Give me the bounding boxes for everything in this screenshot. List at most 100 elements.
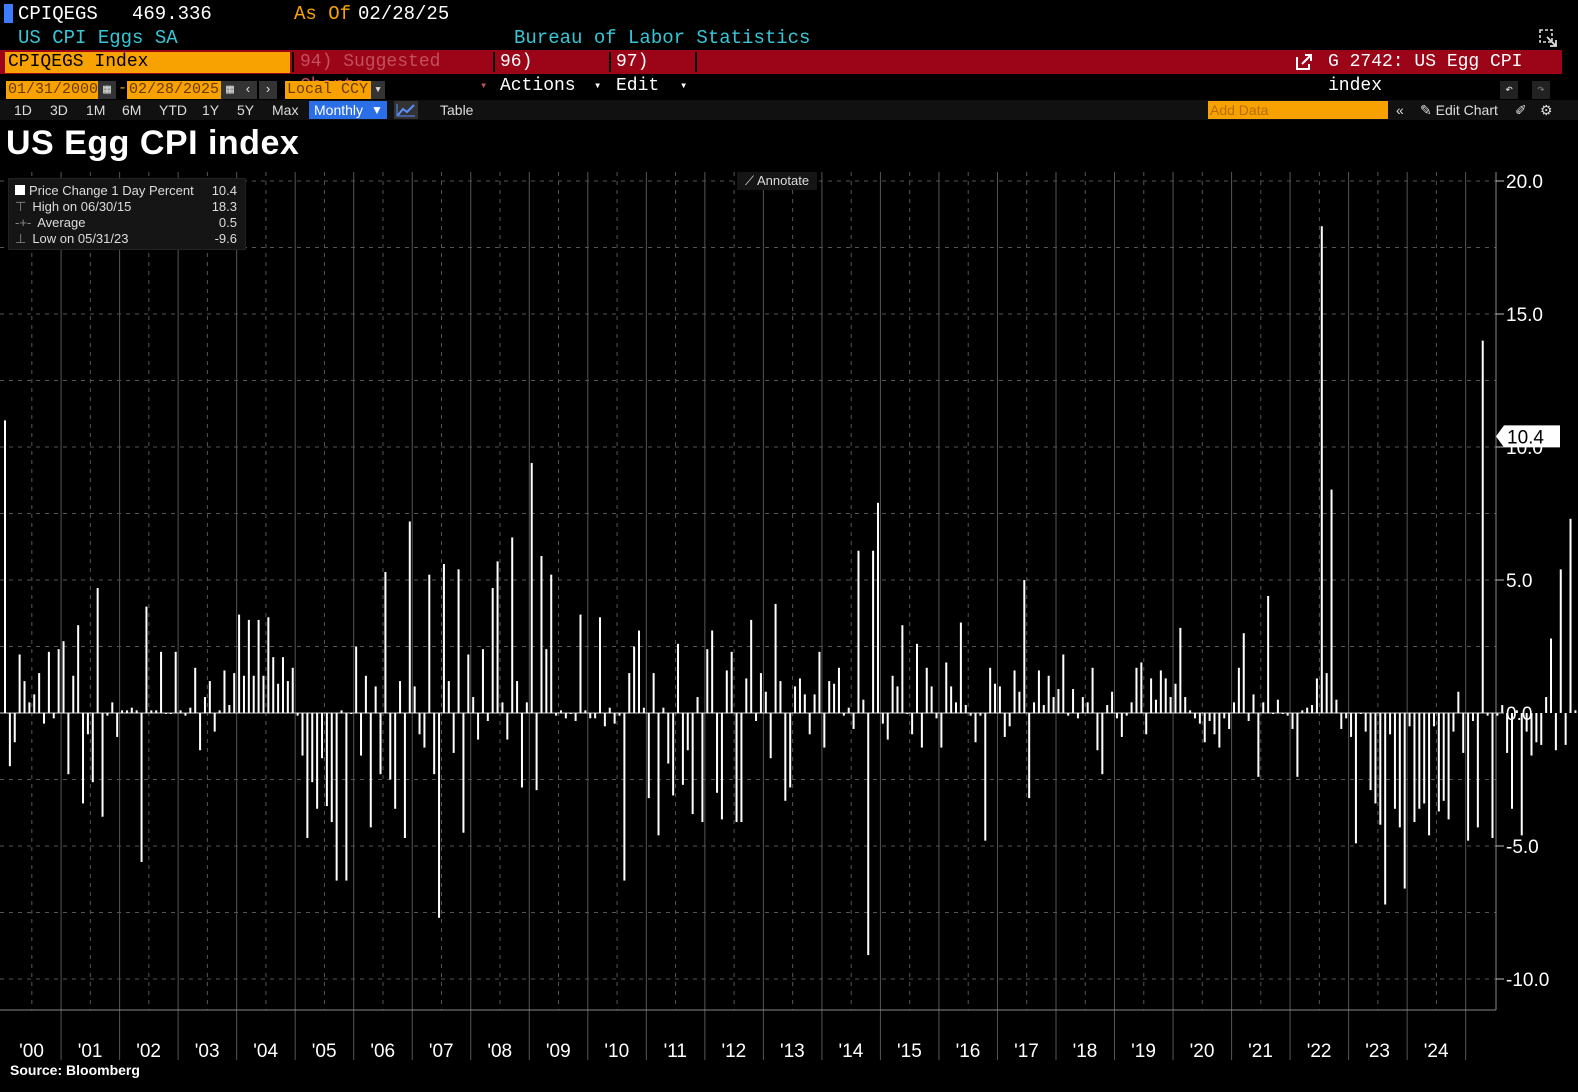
bar [1033, 702, 1036, 713]
bar [1486, 713, 1489, 716]
end-date-input[interactable]: 02/28/2025 [127, 81, 221, 99]
start-date-input[interactable]: 01/31/2000 [6, 81, 99, 99]
bar [286, 681, 289, 713]
bar [252, 675, 255, 713]
bar [96, 587, 99, 713]
chart-legend[interactable]: Price Change 1 Day Percent 10.4 ⊤ High on… [8, 178, 246, 250]
bar [433, 713, 436, 775]
x-tick-label: '24 [1424, 1041, 1449, 1062]
calendar-icon[interactable]: ▦ [221, 81, 239, 99]
bar [828, 681, 831, 713]
timeframe-max[interactable]: Max [272, 102, 299, 118]
bar [696, 697, 699, 713]
table-button[interactable]: Table [440, 102, 474, 118]
bar [1228, 713, 1231, 729]
bar [1379, 713, 1382, 825]
actions-menu[interactable]: 96) Actions ▾ [500, 50, 606, 96]
bar [403, 713, 406, 839]
bar [979, 713, 982, 716]
timeframe-1d[interactable]: 1D [14, 102, 32, 118]
timeframe-1y[interactable]: 1Y [202, 102, 220, 118]
bar [574, 713, 577, 721]
bar [1574, 710, 1577, 713]
x-tick-label: '01 [78, 1041, 103, 1062]
bar [901, 625, 904, 713]
timeframe-1m[interactable]: 1M [86, 102, 106, 118]
bar [394, 713, 397, 809]
previous-icon[interactable]: ‹ [239, 81, 257, 99]
bar [174, 651, 177, 713]
bar [789, 713, 792, 788]
bar [906, 713, 909, 714]
redo-icon[interactable]: ↷ [1532, 81, 1550, 99]
chevron-down-icon[interactable]: ▾ [371, 81, 385, 99]
x-tick-label: '06 [370, 1041, 395, 1062]
bar [374, 686, 377, 713]
bar [1384, 713, 1387, 905]
bar [281, 657, 284, 713]
bar [52, 713, 55, 719]
bar [57, 649, 60, 713]
bar [681, 713, 684, 785]
suggested-charts-menu[interactable]: 94) Suggested Charts▾ [300, 50, 490, 96]
bar [1233, 702, 1236, 713]
gear-icon[interactable]: ⚙ [1540, 102, 1553, 118]
bar [506, 713, 509, 740]
undo-icon[interactable]: ↶ [1500, 81, 1518, 99]
y-tick-label: -10.0 [1506, 970, 1549, 991]
bar [862, 699, 865, 713]
bar [1213, 713, 1216, 735]
bar [794, 686, 797, 713]
source-note: Source: Bloomberg [10, 1062, 140, 1078]
bar [911, 713, 914, 735]
as-of-label: As Of [294, 3, 352, 25]
bar [740, 713, 743, 823]
annotate-button[interactable]: ⟋ Annotate [737, 172, 817, 190]
bar [369, 713, 372, 828]
bar [155, 710, 158, 713]
x-tick-label: '19 [1131, 1041, 1156, 1062]
bar [1389, 713, 1392, 735]
bar [872, 550, 875, 713]
x-tick-label: '07 [429, 1041, 454, 1062]
security-field[interactable]: CPIQEGS Index [5, 52, 290, 73]
bar [233, 673, 236, 713]
bar [179, 710, 182, 713]
popout-icon[interactable] [1538, 28, 1558, 48]
bar [1301, 710, 1304, 713]
edit-chart-button[interactable]: ✎ Edit Chart [1420, 100, 1498, 120]
export-icon[interactable] [1294, 52, 1314, 72]
collapse-icon[interactable]: « [1396, 102, 1404, 118]
calendar-icon[interactable]: ▦ [98, 81, 116, 99]
timeframe-3d[interactable]: 3D [50, 102, 68, 118]
bar [950, 686, 953, 713]
bar [1403, 713, 1406, 889]
chevron-down-icon: ▾ [594, 79, 602, 93]
bar [1457, 691, 1460, 713]
bar [798, 678, 801, 713]
bar [1476, 713, 1479, 828]
bar [1510, 713, 1513, 809]
bar [213, 713, 216, 732]
next-icon[interactable]: › [259, 81, 277, 99]
bar [1374, 713, 1377, 804]
currency-select[interactable]: Local CCY [285, 81, 371, 99]
frequency-select[interactable]: Monthly ▼ [309, 101, 387, 119]
bar [135, 710, 138, 713]
chart-tool-icon[interactable]: ✐ [1515, 102, 1527, 118]
bar [438, 713, 441, 918]
bar [1306, 707, 1309, 713]
bar [67, 713, 70, 775]
add-data-input[interactable]: Add Data [1208, 101, 1388, 119]
edit-menu[interactable]: 97) Edit ▾ [616, 50, 692, 96]
bar [701, 713, 704, 823]
bar [569, 713, 572, 714]
bar [613, 713, 616, 724]
line-chart-icon[interactable] [394, 101, 418, 119]
timeframe-5y[interactable]: 5Y [237, 102, 255, 118]
security-header: CPIQEGS 469.336 As Of 02/28/25 [0, 0, 1578, 26]
bar [169, 713, 172, 714]
timeframe-6m[interactable]: 6M [122, 102, 142, 118]
timeframe-ytd[interactable]: YTD [159, 102, 187, 118]
x-tick-label: '08 [487, 1041, 512, 1062]
